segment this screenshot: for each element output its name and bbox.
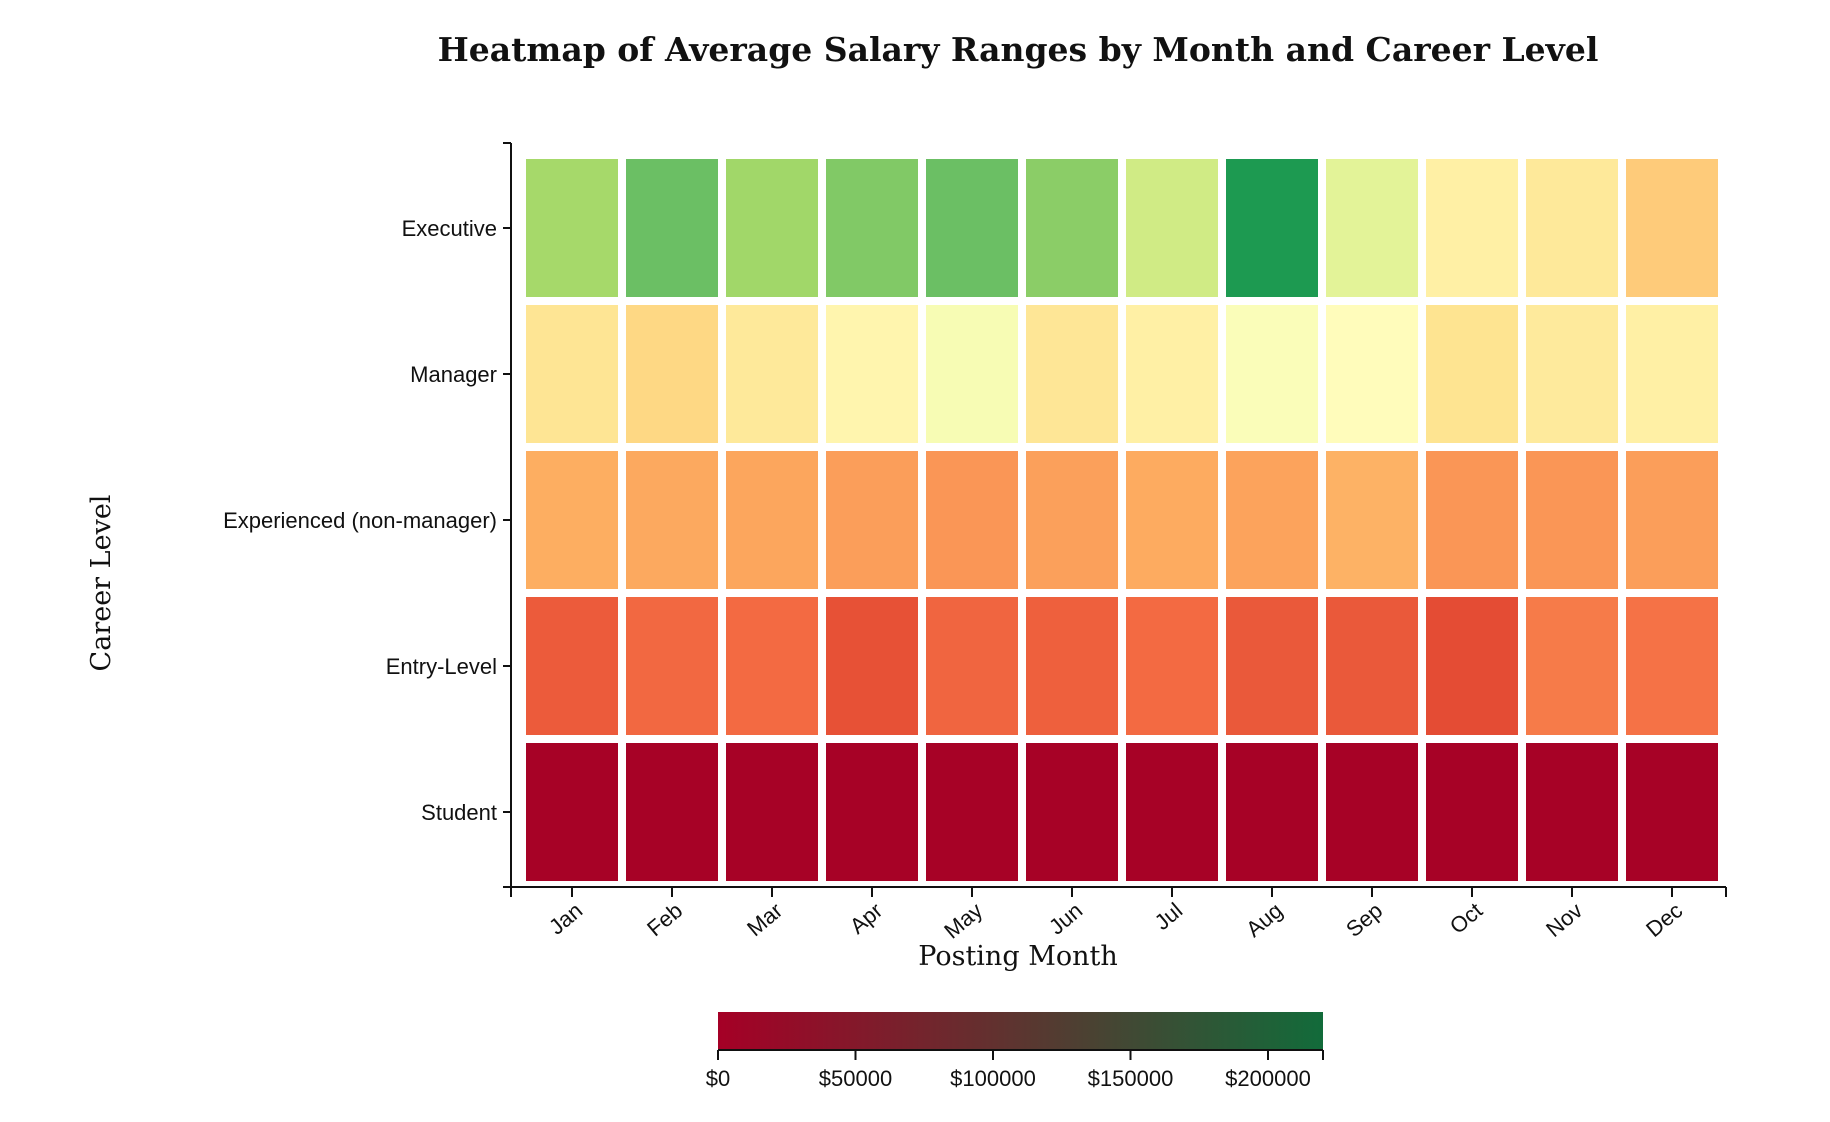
heatmap-cell xyxy=(626,597,718,735)
heatmap-cells xyxy=(526,159,1718,881)
heatmap-cell xyxy=(1126,451,1218,589)
heatmap-cell xyxy=(1526,597,1618,735)
y-tick-label: Experienced (non-manager) xyxy=(223,508,497,533)
heatmap-cell xyxy=(1326,743,1418,881)
heatmap-cell xyxy=(1626,305,1718,443)
heatmap-cell xyxy=(1226,159,1318,297)
colorbar-tick-label: $150000 xyxy=(1088,1066,1174,1091)
colorbar-tick-label: $200000 xyxy=(1225,1066,1311,1091)
heatmap-cell xyxy=(626,159,718,297)
heatmap-cell xyxy=(726,743,818,881)
x-tick-label: Jan xyxy=(544,898,587,940)
heatmap-cell xyxy=(526,451,618,589)
heatmap-cell xyxy=(1626,743,1718,881)
x-tick-label: Nov xyxy=(1541,898,1587,942)
heatmap-cell xyxy=(1226,743,1318,881)
heatmap-cell xyxy=(726,305,818,443)
heatmap-cell xyxy=(1626,597,1718,735)
heatmap-cell xyxy=(526,305,618,443)
y-tick-label: Manager xyxy=(410,362,497,387)
heatmap-cell xyxy=(1426,743,1518,881)
heatmap-cell xyxy=(626,743,718,881)
heatmap-cell xyxy=(826,743,918,881)
heatmap-cell xyxy=(826,597,918,735)
heatmap-cell xyxy=(1126,159,1218,297)
heatmap-cell xyxy=(926,597,1018,735)
colorbar-tick-label: $0 xyxy=(706,1066,730,1091)
heatmap-cell xyxy=(926,305,1018,443)
x-tick-label: Mar xyxy=(742,898,787,942)
heatmap-cell xyxy=(1426,451,1518,589)
x-tick-label: Apr xyxy=(845,898,887,939)
heatmap-cell xyxy=(626,305,718,443)
heatmap-cell xyxy=(1026,743,1118,881)
y-tick-label: Student xyxy=(421,800,497,825)
heatmap-cell xyxy=(1226,451,1318,589)
x-tick-label: Aug xyxy=(1241,898,1287,942)
heatmap-cell xyxy=(1126,597,1218,735)
heatmap-cell xyxy=(1326,305,1418,443)
x-tick-label: Sep xyxy=(1341,898,1387,942)
heatmap-cell xyxy=(1626,451,1718,589)
heatmap-cell xyxy=(1326,451,1418,589)
x-axis-title: Posting Month xyxy=(918,941,1117,972)
heatmap-cell xyxy=(1326,159,1418,297)
heatmap-cell xyxy=(526,597,618,735)
heatmap-cell xyxy=(1526,743,1618,881)
heatmap-cell xyxy=(1526,451,1618,589)
heatmap-cell xyxy=(526,743,618,881)
x-tick-label: May xyxy=(939,898,987,944)
heatmap-cell xyxy=(726,159,818,297)
heatmap-cell xyxy=(1026,305,1118,443)
x-tick-label: Oct xyxy=(1445,898,1487,939)
heatmap-cell xyxy=(726,451,818,589)
heatmap-cell xyxy=(826,159,918,297)
heatmap-cell xyxy=(1226,305,1318,443)
y-axis: Executive Manager Experienced (non-manager… xyxy=(223,142,512,888)
chart-title: Heatmap of Average Salary Ranges by Mont… xyxy=(438,30,1599,69)
y-axis-title: Career Level xyxy=(86,495,117,672)
heatmap-cell xyxy=(826,305,918,443)
heatmap-cell xyxy=(1126,305,1218,443)
heatmap-cell xyxy=(1526,159,1618,297)
colorbar: $0 $50000 $100000 $150000 $200000 xyxy=(706,1012,1324,1091)
heatmap-cell xyxy=(1426,305,1518,443)
heatmap-cell xyxy=(1226,597,1318,735)
y-tick-label: Entry-Level xyxy=(386,654,497,679)
x-tick-label: Jun xyxy=(1044,898,1087,940)
heatmap-cell xyxy=(626,451,718,589)
heatmap-cell xyxy=(1026,597,1118,735)
heatmap-cell xyxy=(1026,451,1118,589)
x-tick-label: Jul xyxy=(1150,898,1188,935)
x-tick-label: Feb xyxy=(642,898,687,942)
heatmap-cell xyxy=(926,159,1018,297)
heatmap-cell xyxy=(1426,597,1518,735)
colorbar-gradient xyxy=(718,1012,1323,1050)
colorbar-tick-label: $50000 xyxy=(819,1066,892,1091)
heatmap-cell xyxy=(926,743,1018,881)
heatmap-cell xyxy=(1626,159,1718,297)
heatmap-cell xyxy=(826,451,918,589)
heatmap-cell xyxy=(1126,743,1218,881)
heatmap-cell xyxy=(1426,159,1518,297)
y-tick-label: Executive xyxy=(402,216,497,241)
heatmap-cell xyxy=(526,159,618,297)
colorbar-tick-label: $100000 xyxy=(950,1066,1036,1091)
heatmap-cell xyxy=(926,451,1018,589)
heatmap-cell xyxy=(726,597,818,735)
heatmap-cell xyxy=(1326,597,1418,735)
heatmap-cell xyxy=(1526,305,1618,443)
heatmap-cell xyxy=(1026,159,1118,297)
x-axis: Jan Feb Mar Apr May Jun Jul Aug Sep Oct Nov Dec xyxy=(510,886,1727,944)
x-tick-label: Dec xyxy=(1641,898,1687,942)
